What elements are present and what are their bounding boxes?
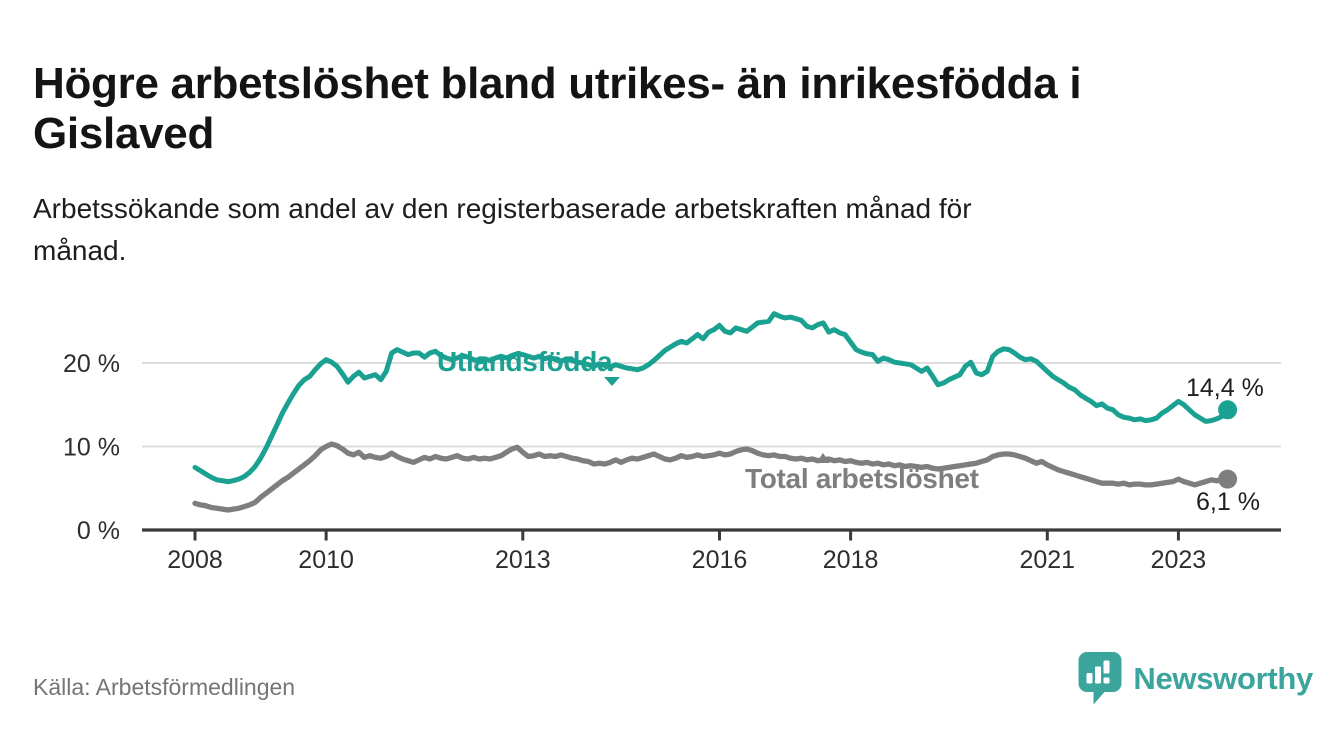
total-label-pointer-icon (816, 453, 830, 463)
x-tick-label: 2008 (167, 546, 223, 574)
y-tick-label: 0 % (77, 517, 120, 545)
chart-subtitle: Arbetssökande som andel av den registerb… (33, 193, 972, 266)
utlandsfodda-end-value: 14,4 % (1186, 374, 1264, 402)
utlandsfodda-end-dot (1218, 400, 1238, 420)
x-tick-label: 2013 (495, 546, 551, 574)
total-end-value: 6,1 % (1196, 488, 1260, 516)
total-end-dot (1218, 469, 1238, 489)
y-tick-label: 20 % (63, 350, 120, 378)
newsworthy-logo: Newsworthy (1078, 650, 1313, 708)
x-tick-label: 2021 (1019, 546, 1075, 574)
x-tick-label: 2018 (823, 546, 879, 574)
x-tick-label: 2023 (1151, 546, 1207, 574)
y-axis-labels: 0 % 10 % 20 % (63, 350, 120, 545)
total-series-label: Total arbetslöshet (745, 463, 979, 494)
newsworthy-pin-barchart-icon (1078, 652, 1122, 705)
utlandsfodda-line (192, 311, 1231, 485)
x-axis-ticks: 2008 2010 2013 2016 2018 2021 2023 (167, 531, 1206, 574)
x-tick-label: 2016 (692, 546, 748, 574)
x-tick-label: 2010 (298, 546, 354, 574)
y-tick-label: 10 % (63, 434, 120, 462)
total-arbetsloshet-line (192, 441, 1231, 513)
chart-title: Högre arbetslöshet bland utrikes- än inr… (33, 59, 1082, 159)
newsworthy-wordmark: Newsworthy (1133, 661, 1313, 696)
utlandsfodda-series-label: Utlandsfödda (437, 346, 613, 377)
utlandsfodda-label-pointer-icon (604, 377, 620, 386)
source-note: Källa: Arbetsförmedlingen (33, 674, 296, 700)
